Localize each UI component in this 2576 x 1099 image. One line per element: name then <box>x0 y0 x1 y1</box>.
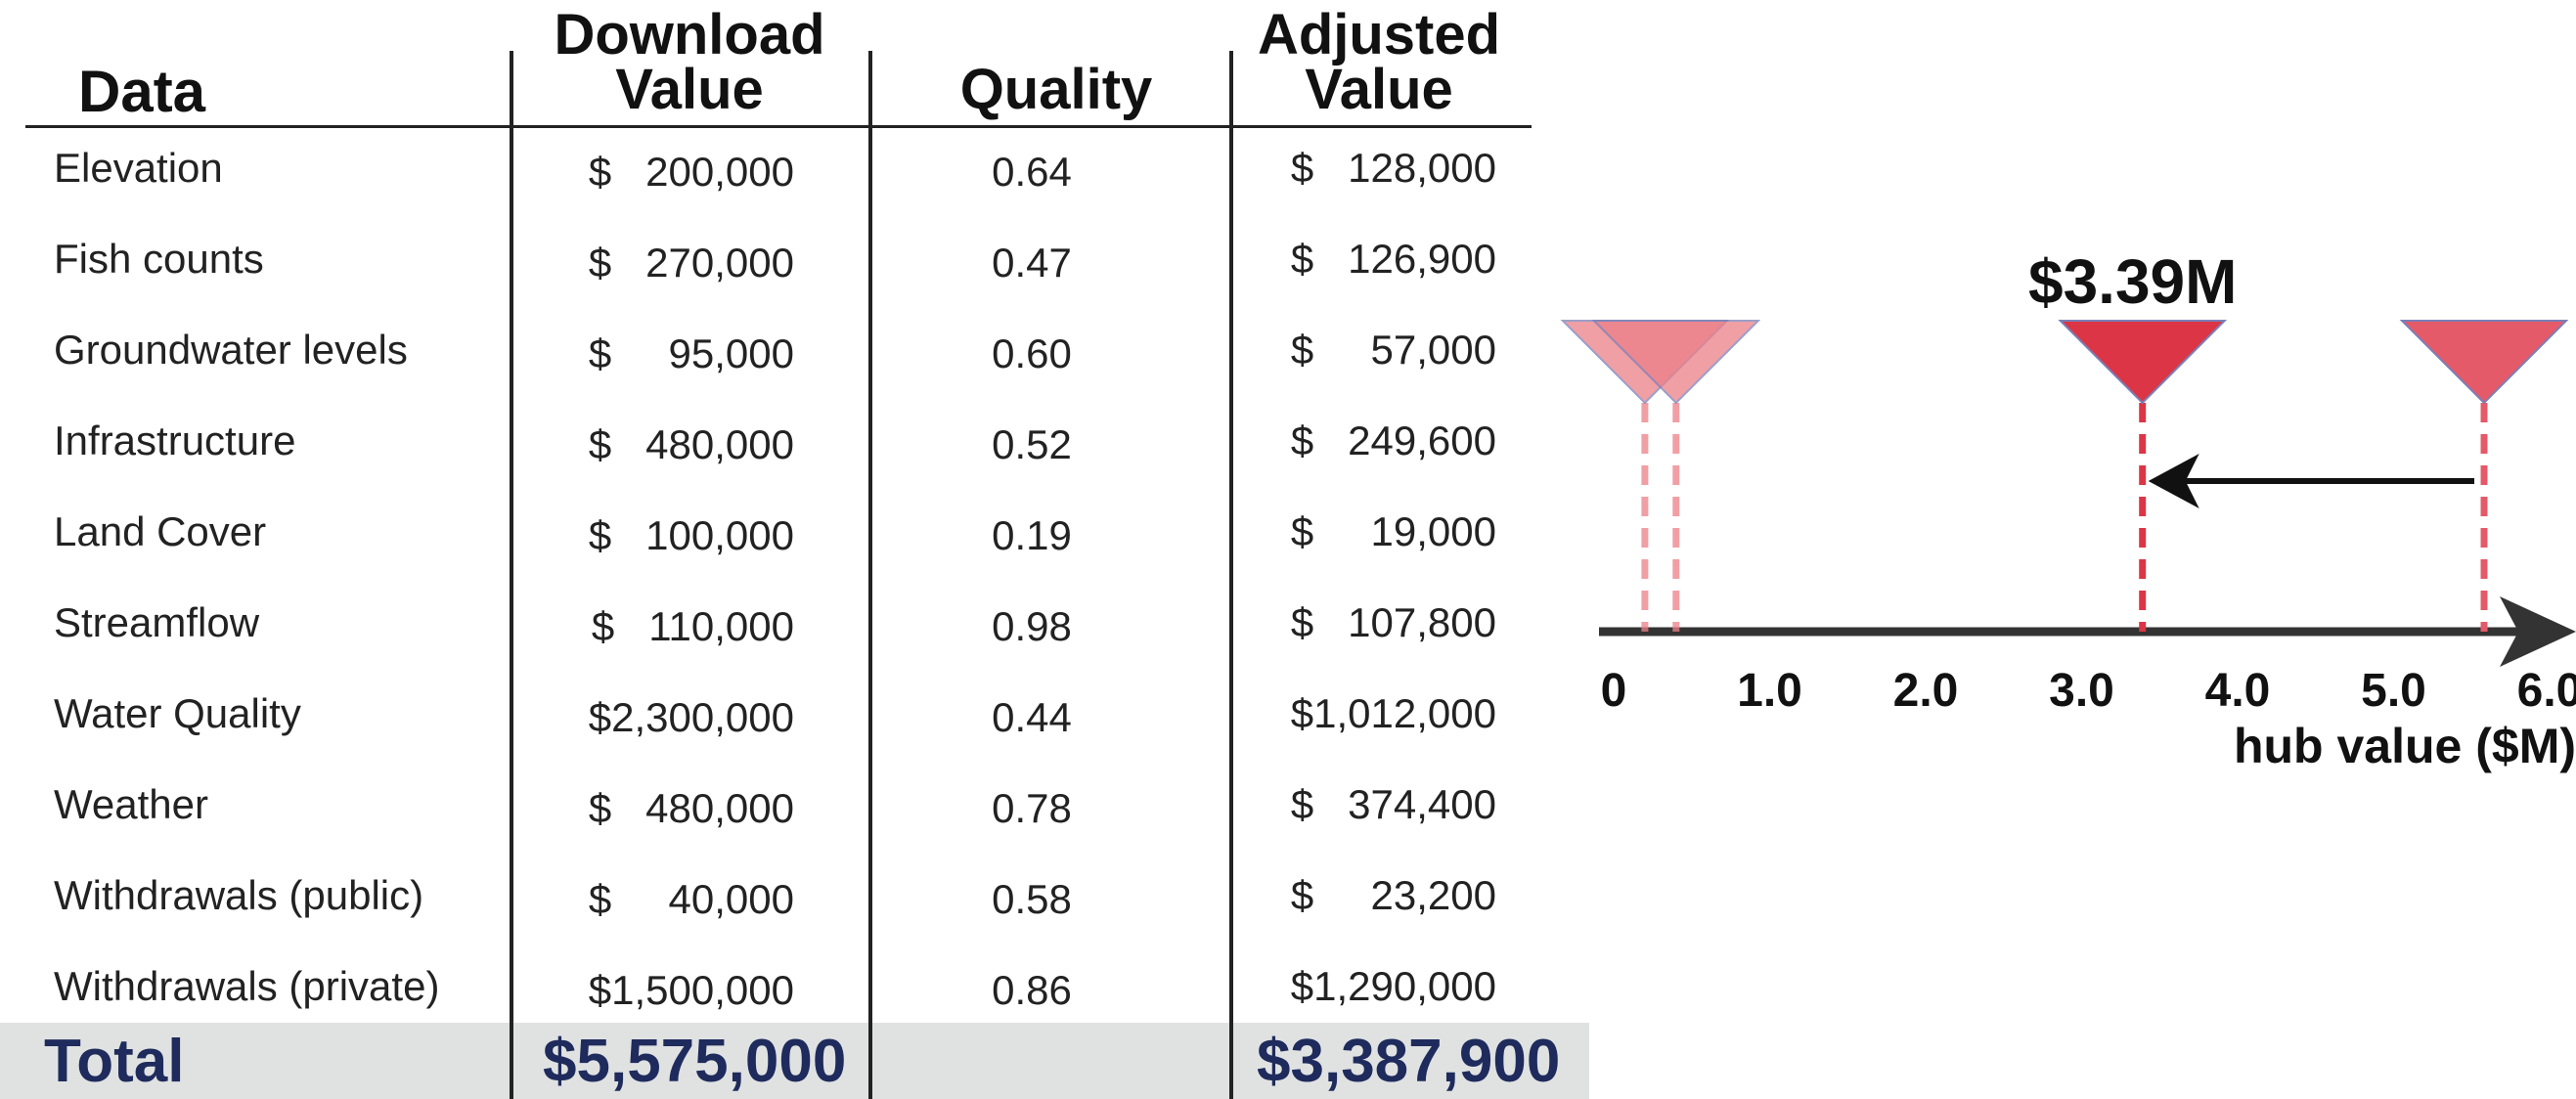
column-divider-1 <box>510 51 513 1093</box>
row-name: Groundwater levels <box>54 327 408 373</box>
row-name: Elevation <box>54 145 223 191</box>
header-adjusted-value-line2: Value <box>1305 58 1453 121</box>
marker-triangle <box>2399 320 2569 405</box>
row-adjusted-value: $1,012,000 <box>1290 690 1496 736</box>
total-divider-1 <box>510 1023 513 1099</box>
header-divider <box>25 125 1532 128</box>
row-name: Land Cover <box>54 508 267 554</box>
x-tick-label: 2.0 <box>1893 665 1959 717</box>
row-name: Infrastructure <box>54 418 296 463</box>
total-adjusted-value: $3,387,900 <box>1257 1028 1561 1095</box>
marker-triangle <box>1591 320 1761 405</box>
row-quality: 0.86 <box>992 967 1072 1013</box>
x-axis-arrowhead <box>2500 596 2576 667</box>
column-divider-3 <box>1229 51 1233 1093</box>
total-label: Total <box>44 1028 185 1095</box>
table-row: Fish counts $ 270,000 0.47 $ 126,900 <box>0 236 1565 327</box>
row-adjusted-value: $ 249,600 <box>1290 418 1496 463</box>
row-adjusted-value: $ 107,800 <box>1290 599 1496 645</box>
x-tick-label: 5.0 <box>2361 665 2426 717</box>
row-quality: 0.64 <box>992 149 1072 195</box>
row-download-value: $ 480,000 <box>588 785 794 831</box>
header-download-value: Download Value <box>513 3 866 121</box>
row-download-value: $1,500,000 <box>588 967 794 1013</box>
shift-arrow-head <box>2148 454 2199 508</box>
header-data: Data <box>78 59 206 124</box>
total-download-value: $5,575,000 <box>543 1028 847 1095</box>
row-download-value: $ 110,000 <box>591 603 794 649</box>
row-quality: 0.78 <box>992 785 1072 831</box>
row-download-value: $ 200,000 <box>588 149 794 195</box>
marker-triangle <box>2058 320 2228 405</box>
row-adjusted-value: $ 126,900 <box>1290 236 1496 282</box>
row-adjusted-value: $ 23,200 <box>1290 872 1496 918</box>
row-quality: 0.19 <box>992 512 1072 558</box>
row-name: Weather <box>54 781 208 827</box>
table-row: Infrastructure $ 480,000 0.52 $ 249,600 <box>0 418 1565 508</box>
total-divider-2 <box>868 1023 872 1099</box>
row-quality: 0.44 <box>992 694 1072 740</box>
x-tick-label: 1.0 <box>1737 665 1802 717</box>
table-row: Land Cover $ 100,000 0.19 $ 19,000 <box>0 508 1565 599</box>
table-row: Withdrawals (public) $ 40,000 0.58 $ 23,… <box>0 872 1565 963</box>
total-row-background <box>0 1023 1589 1099</box>
total-divider-3 <box>1229 1023 1233 1099</box>
row-name: Withdrawals (public) <box>54 872 424 918</box>
row-name: Streamflow <box>54 599 260 645</box>
header-quality: Quality <box>959 58 1153 121</box>
row-quality: 0.98 <box>992 603 1072 649</box>
header-download-value-line1: Download <box>554 3 825 66</box>
row-download-value: $ 40,000 <box>588 876 794 922</box>
row-quality: 0.52 <box>992 421 1072 467</box>
row-adjusted-value: $ 19,000 <box>1290 508 1496 554</box>
table-row: Water Quality $2,300,000 0.44 $1,012,000 <box>0 690 1565 781</box>
row-adjusted-value: $ 57,000 <box>1290 327 1496 373</box>
row-adjusted-value: $ 374,400 <box>1290 781 1496 827</box>
x-tick-label: 6.0 <box>2517 665 2576 717</box>
table-row: Streamflow $ 110,000 0.98 $ 107,800 <box>0 599 1565 690</box>
row-name: Fish counts <box>54 236 264 282</box>
row-quality: 0.58 <box>992 876 1072 922</box>
table-row: Weather $ 480,000 0.78 $ 374,400 <box>0 781 1565 872</box>
row-name: Water Quality <box>54 690 301 736</box>
column-divider-2 <box>868 51 872 1093</box>
header-download-value-line2: Value <box>615 58 764 121</box>
row-download-value: $ 95,000 <box>588 330 794 376</box>
row-download-value: $ 100,000 <box>588 512 794 558</box>
row-download-value: $ 270,000 <box>588 240 794 286</box>
header-adjusted-value-line1: Adjusted <box>1257 3 1501 66</box>
x-tick-label: 3.0 <box>2049 665 2114 717</box>
x-tick-label: 4.0 <box>2205 665 2271 717</box>
x-tick-label: 0 <box>1601 665 1627 717</box>
row-name: Withdrawals (private) <box>54 963 440 1009</box>
table-row: Elevation $ 200,000 0.64 $ 128,000 <box>0 145 1565 236</box>
table-row: Groundwater levels $ 95,000 0.60 $ 57,00… <box>0 327 1565 418</box>
row-adjusted-value: $1,290,000 <box>1290 963 1496 1009</box>
table-row: Withdrawals (private) $1,500,000 0.86 $1… <box>0 963 1565 1054</box>
row-adjusted-value: $ 128,000 <box>1290 145 1496 191</box>
row-download-value: $ 480,000 <box>588 421 794 467</box>
row-quality: 0.60 <box>992 330 1072 376</box>
row-quality: 0.47 <box>992 240 1072 286</box>
row-download-value: $2,300,000 <box>588 694 794 740</box>
marker-value-label: $3.39M <box>2028 246 2237 317</box>
x-axis-title: hub value ($M) <box>2234 719 2576 773</box>
header-adjusted-value: Adjusted Value <box>1232 3 1526 121</box>
